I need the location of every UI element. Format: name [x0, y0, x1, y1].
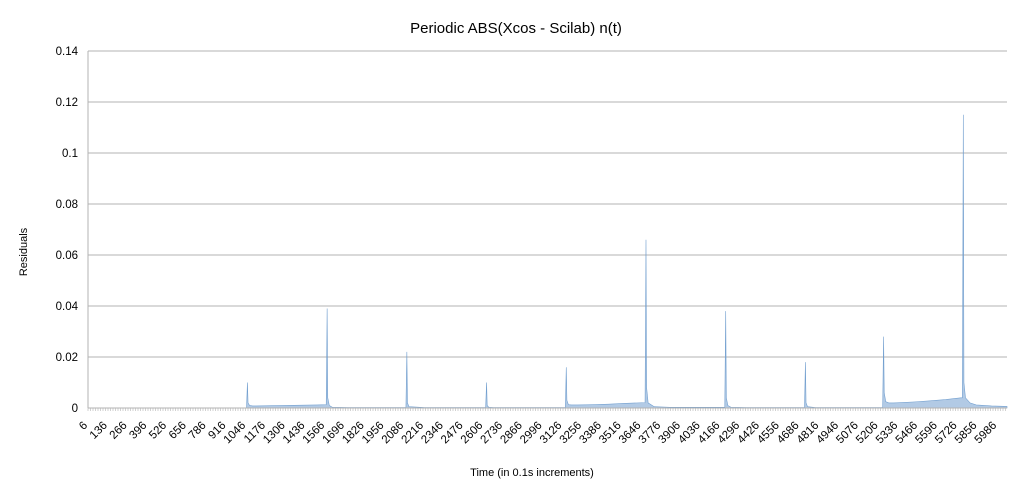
x-tick-label: 4426 — [735, 420, 762, 447]
x-tick-label: 786 — [187, 420, 209, 442]
x-tick-label: 4946 — [815, 420, 842, 447]
x-tick-labels: 6136266396526656786916104611761306143615… — [77, 420, 999, 447]
x-tick-label: 1436 — [281, 420, 308, 447]
x-tick-label: 1046 — [222, 420, 249, 447]
x-tick-label: 3126 — [538, 420, 565, 447]
y-tick-label: 0 — [72, 403, 78, 415]
x-tick-label: 4686 — [775, 420, 802, 447]
x-tick-label: 4036 — [676, 420, 703, 447]
plot-area — [88, 114, 1008, 409]
x-tick-label: 526 — [147, 420, 169, 442]
x-tick-label: 4166 — [696, 420, 723, 447]
series-area — [88, 114, 1008, 409]
x-tick-label: 266 — [108, 420, 130, 442]
x-tick-label: 5336 — [874, 420, 901, 447]
y-tick-label: 0.14 — [56, 46, 79, 58]
y-tick-label: 0.08 — [56, 199, 78, 211]
x-tick-label: 5856 — [953, 420, 980, 447]
x-axis-label: Time (in 0.1s increments) — [470, 467, 594, 479]
axes — [87, 51, 1007, 411]
y-tick-label: 0.1 — [62, 148, 78, 160]
y-tick-label: 0.04 — [56, 301, 79, 313]
x-tick-label: 3646 — [617, 420, 644, 447]
x-tick-label: 5466 — [894, 420, 921, 447]
y-tick-label: 0.02 — [56, 352, 78, 364]
x-tick-label: 396 — [127, 420, 149, 442]
x-tick-label: 1306 — [261, 420, 288, 447]
x-tick-label: 1566 — [301, 420, 328, 447]
x-tick-label: 2216 — [400, 420, 427, 447]
y-tick-label: 0.06 — [56, 250, 78, 262]
x-tick-label: 2866 — [498, 420, 525, 447]
x-tick-label: 656 — [167, 420, 189, 442]
x-tick-label: 3516 — [597, 420, 624, 447]
y-tick-label: 0.12 — [56, 97, 78, 109]
x-tick-label: 6 — [77, 420, 90, 433]
x-tick-label: 5986 — [973, 420, 1000, 447]
x-tick-label: 3906 — [656, 420, 683, 447]
x-tick-label: 5596 — [913, 420, 940, 447]
x-tick-label: 4296 — [716, 420, 743, 447]
x-tick-label: 1826 — [340, 420, 367, 447]
x-tick-label: 2606 — [459, 420, 486, 447]
x-tick-label: 2736 — [479, 420, 506, 447]
x-tick-label: 136 — [88, 420, 110, 442]
y-axis-label: Residuals — [18, 227, 30, 276]
x-tick-label: 3776 — [637, 420, 664, 447]
x-tick-label: 2996 — [518, 420, 545, 447]
x-tick-label: 2476 — [439, 420, 466, 447]
chart-title: Periodic ABS(Xcos - Scilab) n(t) — [410, 20, 622, 37]
x-tick-label: 3386 — [577, 420, 604, 447]
x-tick-label: 2346 — [419, 420, 446, 447]
x-tick-label: 5726 — [933, 420, 960, 447]
x-tick-label: 5206 — [854, 420, 881, 447]
x-tick-label: 4816 — [795, 420, 822, 447]
x-tick-label: 3256 — [558, 420, 585, 447]
x-tick-label: 5076 — [834, 420, 861, 447]
x-tick-label: 1956 — [360, 420, 387, 447]
x-tick-label: 1696 — [320, 420, 347, 447]
x-tick-label: 4556 — [755, 420, 782, 447]
x-tick-label: 2086 — [380, 420, 407, 447]
y-tick-labels: 0 0.02 0.04 0.06 0.08 0.1 0.12 0.14 — [56, 46, 79, 415]
grid-lines — [88, 50, 1007, 358]
